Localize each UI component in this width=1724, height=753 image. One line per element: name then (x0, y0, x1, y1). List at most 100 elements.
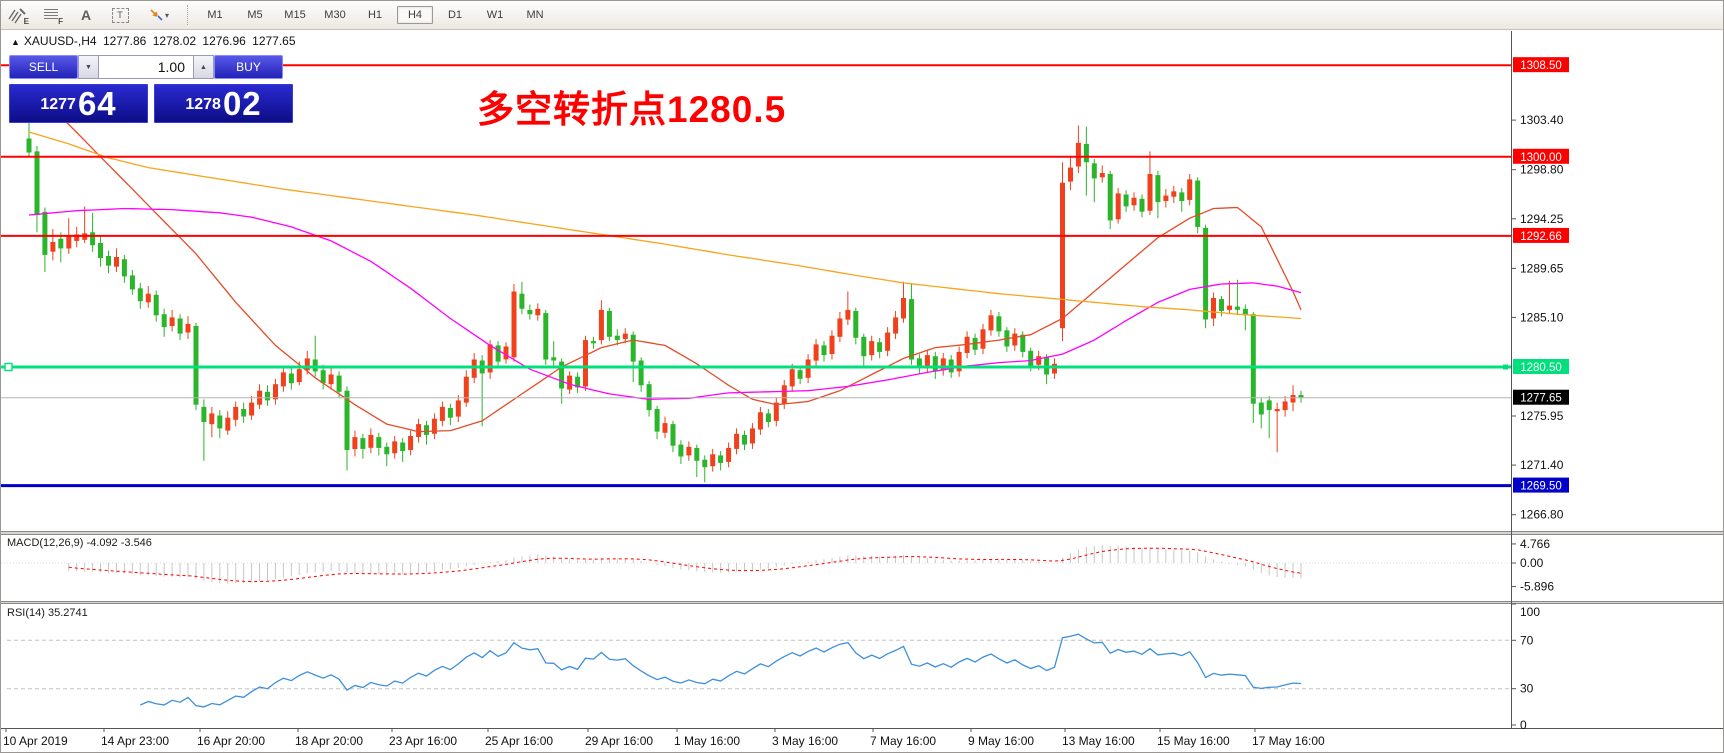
svg-text:1298.80: 1298.80 (1520, 163, 1564, 177)
svg-text:1275.95: 1275.95 (1520, 409, 1564, 423)
timeframe-buttons: M1 M5 M15 M30 H1 H4 D1 W1 MN (195, 6, 555, 24)
timeframe-button-mn[interactable]: MN (526, 9, 544, 21)
volume-down-button[interactable]: ▼ (78, 55, 99, 79)
svg-text:4.766: 4.766 (1520, 537, 1550, 551)
svg-text:1269.50: 1269.50 (1520, 481, 1562, 493)
svg-text:30: 30 (1520, 682, 1534, 696)
timeframe-button-m30[interactable]: M30 (324, 9, 346, 21)
svg-text:70: 70 (1520, 633, 1534, 647)
timeframe-button-h1[interactable]: H1 (367, 9, 383, 21)
svg-text:1308.50: 1308.50 (1520, 60, 1562, 72)
toolbar-separator (187, 5, 189, 25)
rsi-panel: 100 70 30 0 (7, 603, 1540, 732)
toolbar: E F A T ▾ M1 M5 M15 M30 H1 H4 D1 W1 MN (1, 1, 1723, 30)
cursor-mode-icon[interactable]: ▾ (142, 4, 176, 26)
candles-layer (26, 115, 1304, 483)
svg-text:17 May 16:00: 17 May 16:00 (1252, 734, 1325, 748)
macd-panel: 4.766 0.00 -5.896 (1, 537, 1554, 594)
svg-text:29 Apr 16:00: 29 Apr 16:00 (585, 734, 653, 748)
time-axis[interactable]: 10 Apr 2019 14 Apr 23:00 16 Apr 20:00 18 Ap… (3, 728, 1325, 748)
ohlc-low: 1276.96 (202, 34, 246, 48)
bid-price-prefix: 1277 (40, 96, 76, 113)
one-click-trade-panel: SELL ▼ ▲ BUY 1277 64 1278 02 (9, 55, 293, 123)
chart-background (1, 31, 1723, 752)
ask-price-big: 02 (222, 85, 262, 122)
text-box-icon[interactable]: T (108, 4, 132, 26)
ma-medium-line (28, 207, 1302, 400)
timeframe-button-d1[interactable]: D1 (447, 9, 463, 21)
timeframe-button-m1[interactable]: M1 (207, 9, 223, 21)
svg-text:9 May 16:00: 9 May 16:00 (968, 734, 1034, 748)
svg-text:1303.40: 1303.40 (1520, 113, 1564, 127)
bid-price-tile[interactable]: 1277 64 (9, 84, 148, 123)
svg-text:16 Apr 20:00: 16 Apr 20:00 (197, 734, 265, 748)
sell-button[interactable]: SELL (9, 55, 78, 79)
current-price-line: 1277.65 (1, 389, 1569, 405)
macd-label: MACD(12,26,9) -4.092 -3.546 (7, 537, 152, 549)
svg-text:18 Apr 20:00: 18 Apr 20:00 (295, 734, 363, 748)
svg-text:1294.25: 1294.25 (1520, 212, 1564, 226)
svg-text:3 May 16:00: 3 May 16:00 (772, 734, 838, 748)
svg-text:0: 0 (1520, 718, 1527, 732)
timeframe-button-m15[interactable]: M15 (284, 9, 306, 21)
indicators-icon[interactable]: E (6, 4, 30, 26)
hline-1292.66[interactable]: 1292.66 (1, 227, 1569, 243)
grid-template-icon-sub: F (58, 17, 63, 26)
text-label-icon[interactable]: A (80, 7, 92, 23)
grid-template-icon[interactable]: F (40, 4, 64, 26)
indicators-icon-sub: E (23, 17, 29, 26)
svg-text:1 May 16:00: 1 May 16:00 (674, 734, 740, 748)
macd-signal-line (68, 547, 1302, 583)
hline-handle[interactable] (4, 362, 13, 372)
buy-button[interactable]: BUY (214, 55, 283, 79)
hline-1269.50[interactable]: 1269.50 (1, 477, 1569, 493)
svg-text:7 May 16:00: 7 May 16:00 (870, 734, 936, 748)
svg-text:10 Apr 2019: 10 Apr 2019 (3, 734, 68, 748)
svg-text:13 May 16:00: 13 May 16:00 (1062, 734, 1135, 748)
rsi-name: RSI(14) (7, 607, 45, 619)
bid-price-big: 64 (77, 85, 117, 122)
symbol-period: XAUUSD-,H4 (23, 34, 97, 48)
hline-1300.00[interactable]: 1300.00 (1, 148, 1569, 164)
panel-splitters[interactable] (1, 531, 1724, 604)
volume-input[interactable] (99, 55, 193, 79)
ohlc-open: 1277.86 (102, 34, 147, 48)
svg-text:23 Apr 16:00: 23 Apr 16:00 (389, 734, 457, 748)
one-click-collapse-icon[interactable]: ▲ (11, 37, 20, 47)
svg-text:1289.65: 1289.65 (1520, 261, 1564, 275)
svg-text:100: 100 (1520, 605, 1540, 619)
timeframe-button-m5[interactable]: M5 (247, 9, 263, 21)
svg-text:1300.00: 1300.00 (1520, 152, 1562, 164)
timeframe-button-h4[interactable]: H4 (397, 6, 433, 24)
svg-text:1292.66: 1292.66 (1520, 231, 1562, 243)
svg-text:1280.50: 1280.50 (1520, 362, 1562, 374)
text-box-icon-glyph: T (111, 7, 129, 23)
timeframe-button-w1[interactable]: W1 (486, 9, 504, 21)
svg-text:1271.40: 1271.40 (1520, 458, 1564, 472)
svg-text:1266.80: 1266.80 (1520, 508, 1564, 522)
ask-price-tile[interactable]: 1278 02 (154, 84, 293, 123)
svg-text:1277.65: 1277.65 (1520, 393, 1562, 405)
svg-text:0.00: 0.00 (1520, 556, 1544, 570)
ask-price-prefix: 1278 (185, 96, 221, 113)
ohlc-high: 1278.02 (152, 34, 197, 48)
price-axis[interactable]: 1303.40 1298.80 1294.25 1289.65 1285.10 1275.… (1511, 31, 1564, 728)
svg-text:-5.896: -5.896 (1520, 580, 1554, 594)
cursor-mode-caret: ▾ (164, 10, 169, 20)
ma-slow-line (28, 131, 1302, 320)
svg-text:1285.10: 1285.10 (1520, 310, 1564, 324)
annotation-text[interactable]: 多空转折点1280.5 (477, 89, 787, 130)
ohlc-close: 1277.65 (252, 34, 296, 48)
volume-up-button[interactable]: ▲ (193, 55, 214, 79)
rsi-value: 35.2741 (47, 607, 88, 619)
ma-fast-line (28, 101, 1302, 433)
svg-text:14 Apr 23:00: 14 Apr 23:00 (101, 734, 169, 748)
svg-text:15 May 16:00: 15 May 16:00 (1157, 734, 1230, 748)
svg-text:25 Apr 16:00: 25 Apr 16:00 (485, 734, 553, 748)
chart-title: ▲ XAUUSD-,H4 1277.86 1278.02 1276.96 1277… (11, 34, 299, 48)
rsi-line (140, 633, 1302, 708)
macd-name: MACD(12,26,9) (7, 537, 84, 549)
hline-1280.50[interactable]: 1280.50 (1, 359, 1569, 374)
